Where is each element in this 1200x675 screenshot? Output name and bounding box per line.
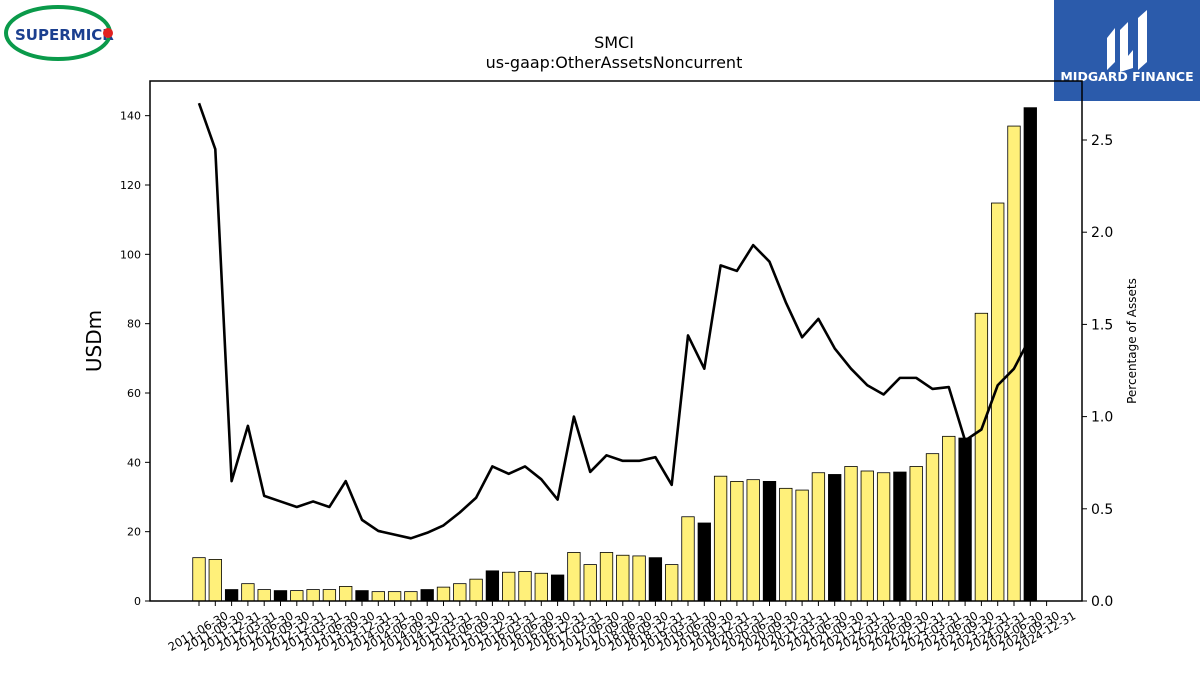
bar (192, 557, 206, 602)
logo-left-text: SUPERMICR (15, 26, 114, 44)
bar (371, 591, 385, 602)
chart-subtitle: us-gaap:OtherAssetsNoncurrent (486, 53, 743, 72)
y-tick-label: 40 (127, 456, 141, 469)
y2-tick-label: 0.0 (1091, 594, 1113, 610)
bar (583, 564, 597, 602)
bar (746, 479, 760, 602)
bar (942, 435, 956, 602)
bar (876, 472, 891, 602)
axes-layer: 0204060801001201400.00.51.01.52.02.52011… (120, 80, 1113, 654)
bar (404, 591, 418, 602)
y-tick-label: 100 (120, 248, 141, 261)
y2-tick-label: 0.5 (1091, 502, 1113, 518)
bar (453, 583, 467, 602)
series-line (197, 102, 1032, 540)
y2-tick-label: 2.0 (1091, 225, 1113, 241)
midgard-mark-icon (1107, 10, 1147, 72)
bar (860, 470, 874, 602)
bar (208, 559, 222, 602)
midgard-finance-logo: MIDGARD FINANCE (1054, 0, 1200, 101)
bar (1023, 107, 1037, 602)
bar (730, 480, 744, 602)
bar (534, 572, 548, 602)
y2-tick-label: 2.5 (1091, 133, 1113, 149)
bar (648, 557, 663, 602)
line-layer (197, 102, 1032, 540)
y-tick-label: 80 (127, 318, 141, 331)
y2-axis-label: Percentage of Assets (1125, 278, 1139, 404)
bar (958, 437, 972, 602)
y2-tick-label: 1.5 (1091, 317, 1113, 333)
bar (779, 487, 793, 602)
bar (681, 516, 695, 602)
y-tick-label: 140 (120, 110, 141, 123)
logo-right-text: MIDGARD FINANCE (1060, 69, 1193, 84)
bar (273, 590, 288, 602)
bar (339, 586, 353, 602)
bars-layer (192, 107, 1037, 602)
bar (893, 471, 907, 602)
bar (322, 589, 337, 602)
bar (616, 554, 630, 602)
bar (306, 589, 320, 602)
bar (485, 570, 500, 602)
bar (844, 466, 858, 602)
bar (257, 589, 271, 602)
bar (828, 474, 842, 602)
plot-frame (149, 80, 1083, 602)
bar (550, 574, 565, 602)
logo-dot (103, 28, 113, 38)
bar (811, 472, 826, 602)
bar (974, 312, 989, 602)
y-tick-label: 120 (120, 179, 141, 192)
bar (713, 475, 728, 602)
bar (599, 552, 614, 602)
y-tick-label: 20 (127, 526, 141, 539)
bar (469, 578, 483, 602)
bar (518, 571, 532, 602)
bar (355, 590, 369, 602)
chart-title: SMCI (594, 33, 634, 52)
bar (502, 571, 516, 602)
bar (697, 522, 711, 602)
bar (925, 453, 940, 602)
bar (420, 589, 434, 602)
bar (436, 586, 451, 602)
bar (567, 552, 581, 602)
y-axis-label: USDm (82, 310, 106, 372)
bar (665, 564, 679, 602)
y2-tick-label: 1.0 (1091, 410, 1113, 426)
bar (290, 590, 304, 602)
bar (241, 583, 255, 602)
bar (1007, 125, 1021, 602)
bar (991, 202, 1005, 602)
bar (795, 489, 809, 602)
bar (387, 591, 402, 602)
supermicro-logo: SUPERMICR (4, 5, 114, 61)
bar (224, 589, 239, 602)
bar (909, 466, 923, 602)
y-tick-label: 60 (127, 387, 141, 400)
bar (632, 555, 646, 602)
y-tick-label: 0 (134, 595, 141, 608)
bar (762, 480, 777, 602)
